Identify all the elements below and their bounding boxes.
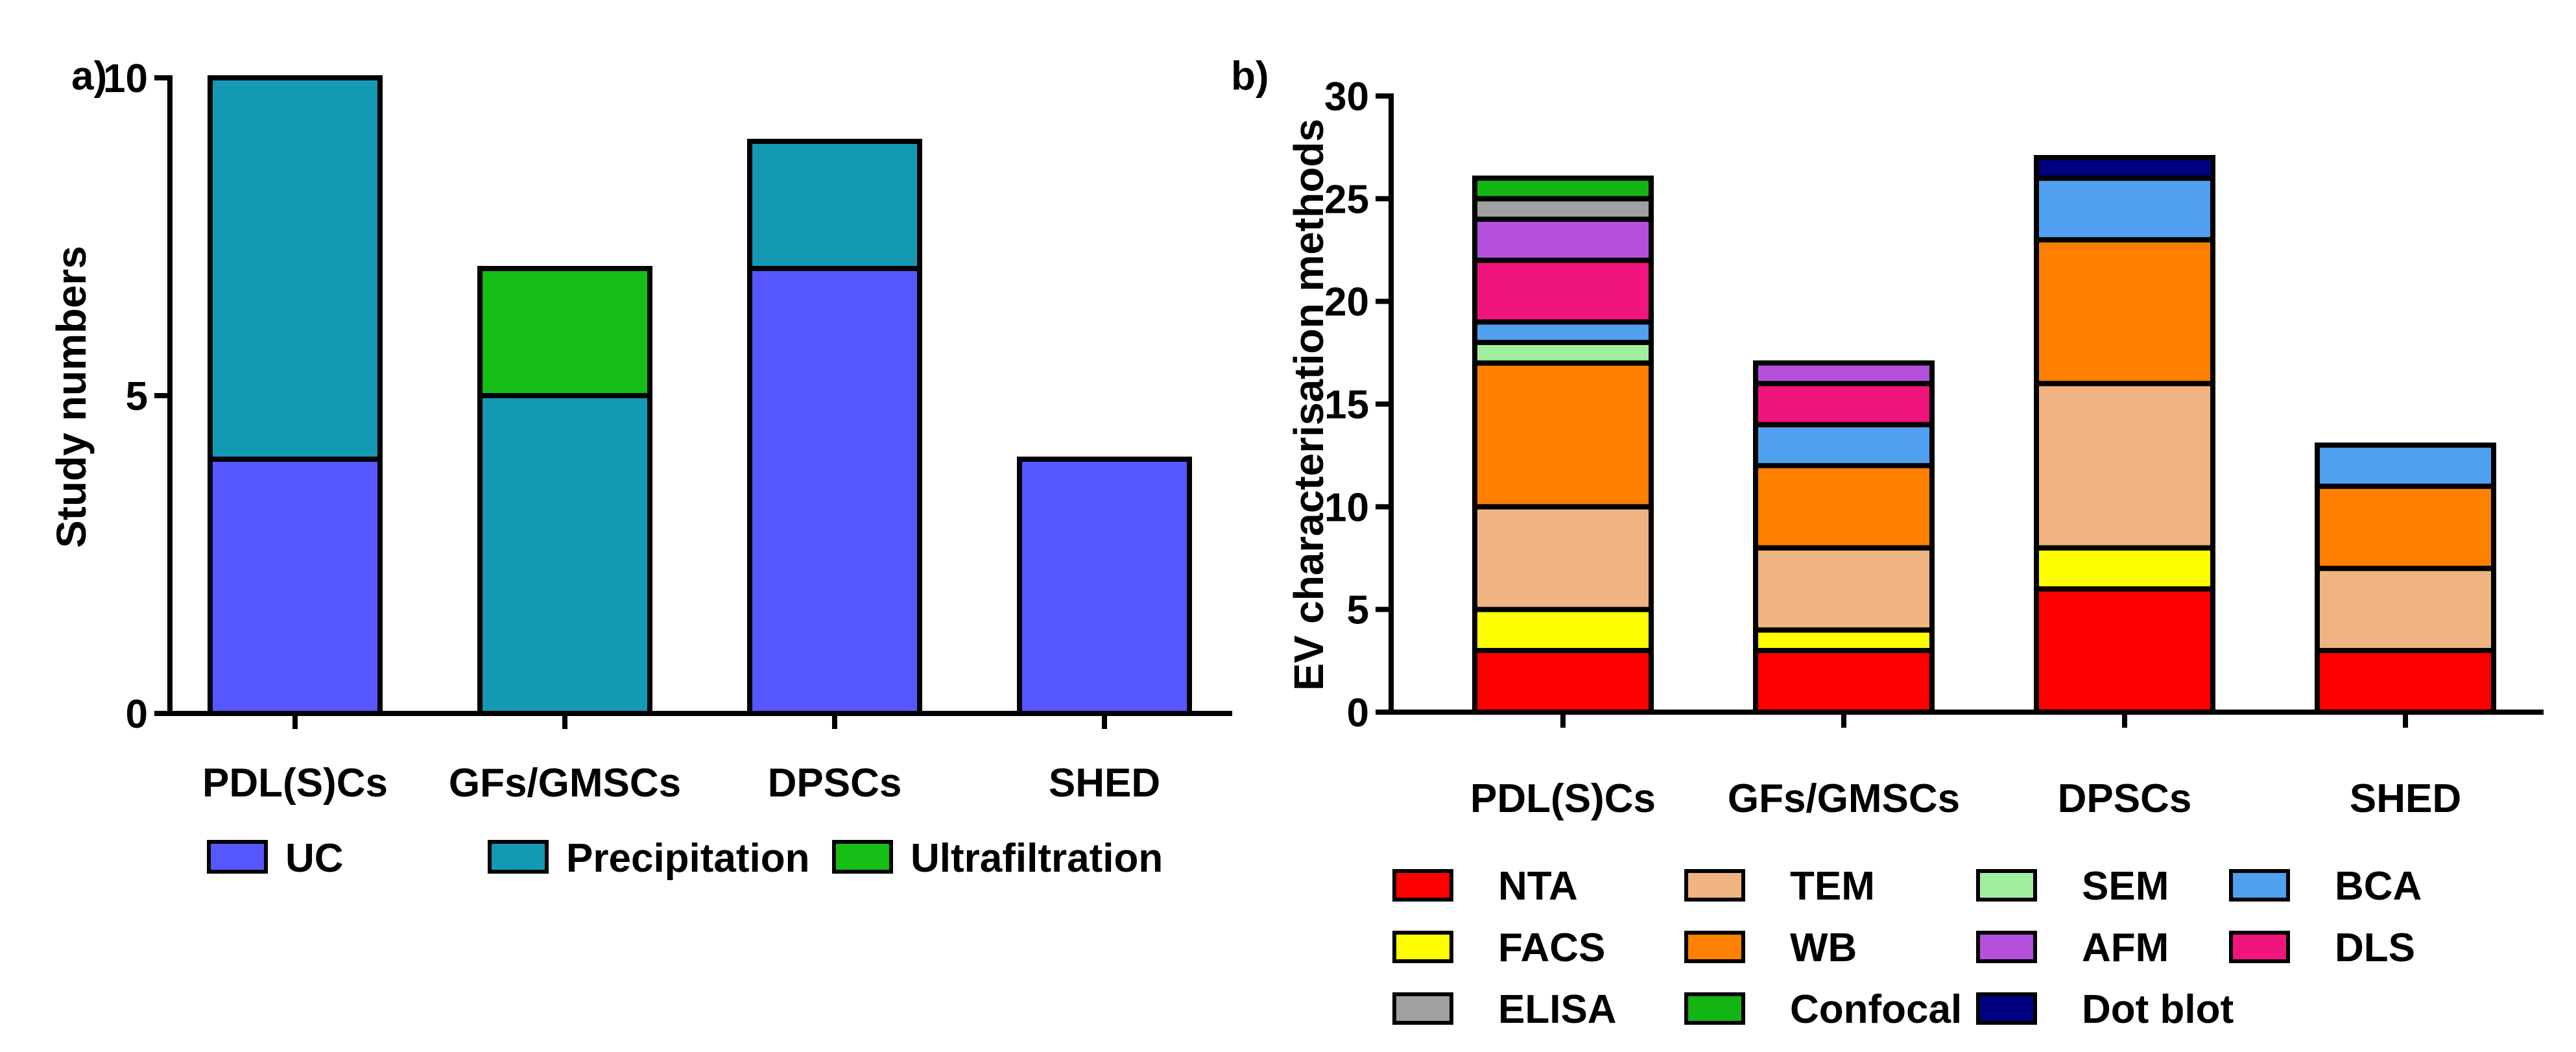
legend-swatch-confocal <box>1684 992 1745 1025</box>
bar-pdl-s-cs-dls <box>1472 257 1654 325</box>
legend-swatch-sem <box>1976 869 2037 902</box>
y-tick-label: 30 <box>1324 75 1369 119</box>
y-tick-label: 5 <box>1347 588 1369 633</box>
legend-swatch-afm <box>1976 931 2037 963</box>
bar-pdl-s-cs-nta <box>1472 648 1654 715</box>
bar-pdl-s-cs-uc <box>208 457 383 716</box>
y-tick-label: 15 <box>1324 383 1369 427</box>
bar-dpscs-tem <box>2034 381 2215 551</box>
x-tick-label-gfs-gmscs: GFs/GMSCs <box>1728 776 1960 821</box>
x-tick-label-shed: SHED <box>1049 761 1160 806</box>
bar-gfs-gmscs-bca <box>1753 422 1935 469</box>
y-tick-label: 0 <box>126 692 148 737</box>
panel-label-a: a) <box>71 54 107 99</box>
legend-label-ultrafiltration: Ultrafiltration <box>911 836 1163 881</box>
legend-label-sem: SEM <box>2082 864 2169 909</box>
legend-label-facs: FACS <box>1498 926 1605 970</box>
legend-label-afm: AFM <box>2082 926 2169 970</box>
legend-swatch-tem <box>1684 869 1745 902</box>
bar-shed-wb <box>2315 483 2496 571</box>
bar-gfs-gmscs-afm <box>1753 360 1935 387</box>
bar-gfs-gmscs-wb <box>1753 463 1935 551</box>
legend-swatch-bca <box>2229 869 2290 902</box>
bar-dpscs-dot-blot <box>2034 155 2215 181</box>
bar-dpscs-uc <box>747 266 922 716</box>
panel-label-b: b) <box>1231 54 1269 99</box>
legend-swatch-ultrafiltration <box>832 840 893 874</box>
bar-pdl-s-cs-afm <box>1472 217 1654 263</box>
bar-dpscs-facs <box>2034 545 2215 592</box>
y-tick-label: 10 <box>1324 485 1369 530</box>
legend-swatch-facs <box>1392 931 1453 963</box>
x-tick-label-pdl-s-cs: PDL(S)Cs <box>1470 776 1656 821</box>
bar-pdl-s-cs-wb <box>1472 360 1654 510</box>
legend-swatch-uc <box>207 840 268 874</box>
legend-label-bca: BCA <box>2335 864 2422 909</box>
bar-pdl-s-cs-tem <box>1472 504 1654 612</box>
bar-shed-nta <box>2315 648 2496 715</box>
legend-swatch-elisa <box>1392 992 1453 1025</box>
y-tick-label: 0 <box>1347 691 1369 735</box>
legend-label-dls: DLS <box>2335 926 2415 970</box>
legend-label-precipitation: Precipitation <box>566 836 810 881</box>
y-tick-label: 5 <box>126 374 148 419</box>
legend-swatch-precipitation <box>488 840 549 874</box>
bar-gfs-gmscs-nta <box>1753 648 1935 715</box>
y-axis-title: EV characterisation methods <box>1285 119 1332 691</box>
y-tick-label: 20 <box>1324 280 1369 325</box>
legend-label-uc: UC <box>285 836 344 881</box>
bar-dpscs-wb <box>2034 237 2215 387</box>
legend-label-confocal: Confocal <box>1790 987 1962 1032</box>
legend-label-dot-blot: Dot blot <box>2082 987 2234 1032</box>
bar-gfs-gmscs-precipitation <box>477 393 652 716</box>
bar-shed-tem <box>2315 566 2496 653</box>
legend-swatch-nta <box>1392 869 1453 902</box>
y-axis-title: Study numbers <box>48 246 95 548</box>
chart-b-stacked-bar: b) PDL(S)Cs GFs/GMSCs DPSCs SHED 0 5 10 15 20 25 30… <box>1231 54 2544 1032</box>
bar-shed-uc <box>1017 457 1192 716</box>
chart-a-stacked-bar: a) PDL(S)Cs GFs/GMSCs DPSCs SHED 0 5 10 Study nu… <box>48 54 1232 881</box>
legend-swatch-dls <box>2229 931 2290 963</box>
bar-gfs-gmscs-ultrafiltration <box>477 266 652 398</box>
x-tick-label-dpscs: DPSCs <box>768 761 902 806</box>
bar-pdl-s-cs-bca <box>1472 319 1654 346</box>
x-tick-label-gfs-gmscs: GFs/GMSCs <box>449 761 681 806</box>
bar-dpscs-bca <box>2034 175 2215 243</box>
y-tick-label: 25 <box>1324 177 1369 222</box>
x-tick-label-dpscs: DPSCs <box>2058 776 2192 821</box>
y-tick-label: 10 <box>103 56 148 101</box>
bar-shed-bca <box>2315 442 2496 489</box>
legend-label-elisa: ELISA <box>1498 987 1617 1032</box>
legend-label-nta: NTA <box>1498 864 1578 909</box>
bar-dpscs-precipitation <box>747 139 922 271</box>
bar-gfs-gmscs-facs <box>1753 627 1935 653</box>
bar-pdl-s-cs-elisa <box>1472 196 1654 222</box>
bar-pdl-s-cs-precipitation <box>208 75 383 462</box>
bar-gfs-gmscs-dls <box>1753 381 1935 427</box>
legend-label-wb: WB <box>1790 926 1857 970</box>
x-tick-label-pdl-s-cs: PDL(S)Cs <box>202 761 388 806</box>
bar-gfs-gmscs-tem <box>1753 545 1935 633</box>
x-tick-label-shed: SHED <box>2350 776 2461 821</box>
legend-swatch-dot-blot <box>1976 992 2037 1025</box>
bar-dpscs-nta <box>2034 586 2215 715</box>
bar-pdl-s-cs-sem <box>1472 340 1654 366</box>
bar-pdl-s-cs-confocal <box>1472 175 1654 202</box>
bar-pdl-s-cs-facs <box>1472 606 1654 654</box>
legend-swatch-wb <box>1684 931 1745 963</box>
legend-label-tem: TEM <box>1790 864 1875 909</box>
